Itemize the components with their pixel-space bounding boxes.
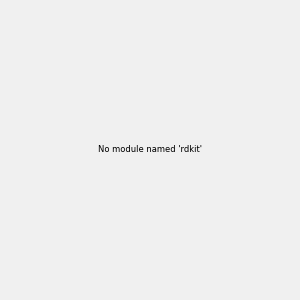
Text: No module named 'rdkit': No module named 'rdkit' — [98, 146, 202, 154]
